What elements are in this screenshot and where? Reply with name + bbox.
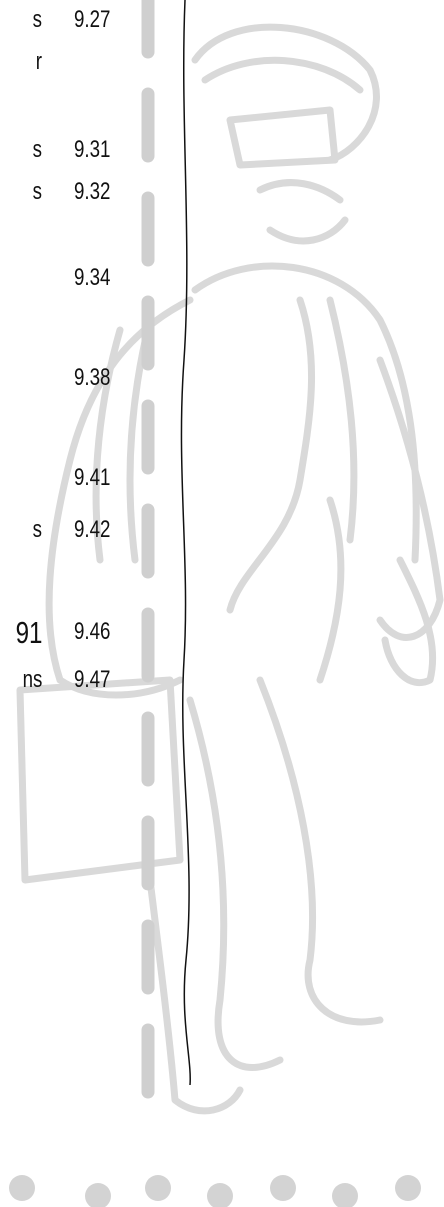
figure-sketch bbox=[16, 23, 444, 1115]
page-number: 9.38 bbox=[74, 364, 111, 391]
page-number: 9.34 bbox=[74, 264, 111, 291]
page-number: 9.41 bbox=[74, 464, 111, 491]
dot-row bbox=[9, 1175, 421, 1207]
entry-fragment: ns bbox=[22, 666, 42, 693]
page-number: 9.42 bbox=[74, 516, 111, 543]
page-number: 9.47 bbox=[74, 666, 111, 693]
entry-fragment: s bbox=[32, 516, 42, 543]
entry-fragment: r bbox=[35, 48, 42, 75]
page-number: 9.27 bbox=[74, 6, 111, 33]
page-number: 9.32 bbox=[74, 178, 111, 205]
page-number: 9.31 bbox=[74, 136, 111, 163]
entry-fragment: 91 bbox=[15, 615, 42, 650]
entry-fragment: s bbox=[32, 178, 42, 205]
entry-fragment: s bbox=[32, 136, 42, 163]
page-number: 9.46 bbox=[74, 618, 111, 645]
entry-fragment: s bbox=[32, 6, 42, 33]
wavy-line bbox=[180, 0, 191, 1086]
